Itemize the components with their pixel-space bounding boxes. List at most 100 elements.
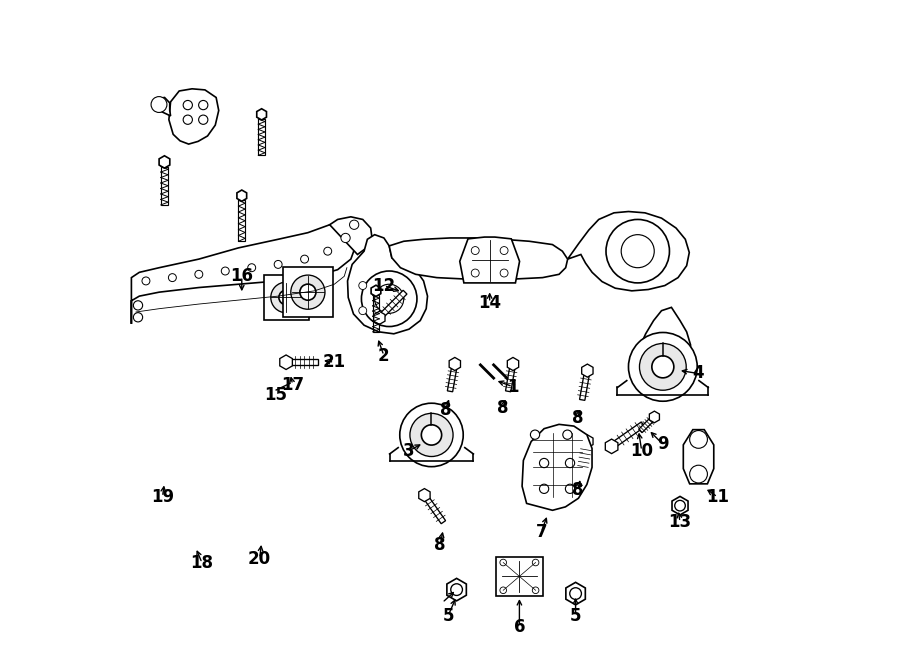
- Polygon shape: [566, 582, 585, 605]
- Polygon shape: [580, 370, 590, 401]
- Polygon shape: [672, 496, 688, 515]
- Text: 6: 6: [514, 617, 526, 636]
- Circle shape: [199, 100, 208, 110]
- Text: 3: 3: [403, 442, 415, 460]
- Circle shape: [652, 356, 674, 378]
- Circle shape: [291, 275, 325, 309]
- Circle shape: [359, 307, 366, 315]
- Text: 8: 8: [572, 408, 583, 427]
- Circle shape: [532, 587, 539, 594]
- Polygon shape: [377, 290, 407, 320]
- Text: 1: 1: [507, 377, 518, 396]
- Polygon shape: [606, 439, 618, 453]
- Circle shape: [539, 484, 549, 493]
- Text: 10: 10: [630, 442, 653, 460]
- Circle shape: [562, 430, 572, 440]
- Circle shape: [184, 115, 193, 124]
- Circle shape: [301, 255, 309, 263]
- Circle shape: [500, 247, 508, 254]
- Polygon shape: [371, 286, 381, 296]
- Polygon shape: [581, 364, 593, 377]
- Circle shape: [133, 301, 142, 310]
- Circle shape: [451, 584, 463, 596]
- Polygon shape: [374, 311, 385, 325]
- Circle shape: [675, 500, 685, 511]
- Polygon shape: [422, 494, 446, 524]
- Polygon shape: [237, 190, 247, 201]
- Polygon shape: [256, 108, 266, 120]
- Circle shape: [400, 403, 464, 467]
- Polygon shape: [280, 355, 292, 369]
- Circle shape: [341, 233, 350, 243]
- Text: 20: 20: [248, 549, 271, 568]
- Circle shape: [324, 247, 332, 255]
- Circle shape: [362, 271, 417, 327]
- Circle shape: [539, 459, 549, 468]
- Circle shape: [300, 284, 316, 300]
- Polygon shape: [329, 217, 372, 254]
- Text: 5: 5: [442, 607, 454, 625]
- Circle shape: [500, 559, 507, 566]
- Circle shape: [184, 100, 193, 110]
- Polygon shape: [506, 364, 516, 392]
- Text: 16: 16: [230, 267, 253, 286]
- Polygon shape: [156, 97, 171, 116]
- Text: 19: 19: [151, 488, 174, 506]
- Circle shape: [271, 282, 302, 313]
- Circle shape: [640, 344, 686, 390]
- Circle shape: [532, 559, 539, 566]
- Polygon shape: [522, 424, 592, 510]
- Circle shape: [689, 430, 707, 448]
- Polygon shape: [683, 430, 714, 484]
- Text: 5: 5: [570, 607, 581, 625]
- Polygon shape: [447, 578, 466, 601]
- Circle shape: [570, 588, 581, 600]
- Text: 18: 18: [191, 554, 213, 572]
- Circle shape: [565, 484, 574, 493]
- Text: 8: 8: [435, 536, 446, 555]
- Bar: [283, 267, 333, 317]
- Polygon shape: [169, 89, 219, 144]
- Text: 14: 14: [478, 293, 501, 312]
- Polygon shape: [508, 358, 518, 371]
- Circle shape: [349, 220, 359, 229]
- Circle shape: [168, 274, 176, 282]
- Text: 17: 17: [281, 375, 304, 394]
- Circle shape: [359, 282, 366, 290]
- Polygon shape: [580, 441, 590, 471]
- Text: 15: 15: [265, 386, 288, 405]
- Polygon shape: [449, 358, 461, 371]
- Text: 4: 4: [692, 364, 704, 383]
- Circle shape: [374, 284, 404, 313]
- Text: 13: 13: [669, 513, 691, 531]
- Text: 21: 21: [323, 353, 346, 371]
- Circle shape: [221, 267, 230, 275]
- Circle shape: [621, 235, 654, 268]
- Circle shape: [195, 270, 203, 278]
- Polygon shape: [650, 411, 660, 423]
- Circle shape: [500, 587, 507, 594]
- Circle shape: [199, 115, 208, 124]
- Circle shape: [133, 313, 142, 322]
- Polygon shape: [159, 156, 170, 168]
- Polygon shape: [460, 237, 519, 283]
- Circle shape: [565, 459, 574, 468]
- Text: 12: 12: [373, 276, 395, 295]
- Circle shape: [472, 269, 479, 277]
- Polygon shape: [581, 435, 593, 448]
- Text: 8: 8: [572, 481, 583, 500]
- Circle shape: [650, 348, 679, 377]
- Polygon shape: [347, 235, 428, 334]
- Text: 8: 8: [439, 401, 451, 419]
- Polygon shape: [610, 422, 644, 449]
- Circle shape: [530, 430, 540, 440]
- Circle shape: [421, 425, 442, 445]
- Text: 11: 11: [706, 488, 729, 506]
- Polygon shape: [638, 307, 690, 378]
- Polygon shape: [568, 212, 689, 291]
- Circle shape: [142, 277, 150, 285]
- Bar: [264, 275, 309, 320]
- Polygon shape: [639, 415, 656, 433]
- Text: 8: 8: [497, 399, 508, 418]
- Polygon shape: [389, 238, 568, 279]
